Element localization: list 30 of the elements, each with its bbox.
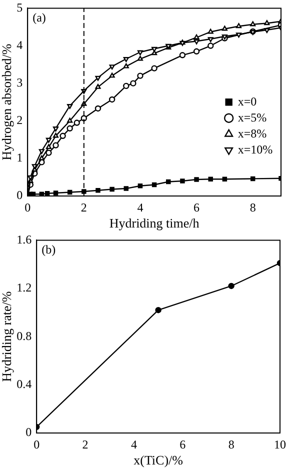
y-tick-label: 0.4 <box>16 376 32 391</box>
y-tick-label: 3 <box>16 75 23 90</box>
x-tick-label: 4 <box>137 200 144 214</box>
x-tick-label: 2 <box>82 437 88 452</box>
y-tick-label: 5 <box>16 0 23 14</box>
x-tick-label: 4 <box>130 437 137 452</box>
x-tick-label: 8 <box>250 200 256 214</box>
y-axis-title: Hydriding rate/% <box>0 291 14 382</box>
y-tick-label: 1 <box>16 150 23 165</box>
legend-label: x=10% <box>238 142 273 156</box>
y-tick-label: 2 <box>16 113 23 128</box>
x-tick-label: 6 <box>180 437 186 452</box>
legend-label: x=8% <box>238 126 267 140</box>
y-tick-label: 1.2 <box>16 280 32 295</box>
x-tick-label: 10 <box>274 437 286 452</box>
legend-label: x=0 <box>238 94 257 108</box>
annotation: (a) <box>32 10 46 24</box>
y-tick-label: 4 <box>16 38 23 52</box>
y-tick-label: 1.6 <box>16 232 32 246</box>
y-axis-title: Hydrogen absorbed/% <box>0 44 14 160</box>
x-axis-title: x(TiC)/% <box>134 452 184 468</box>
x-tick-label: 8 <box>228 437 234 452</box>
x-tick-label: 6 <box>194 200 200 214</box>
annotation: (b) <box>42 242 56 256</box>
y-tick-label: 0.8 <box>16 328 32 343</box>
legend-label: x=5% <box>238 110 267 124</box>
x-axis-title: Hydriding time/h <box>109 216 200 231</box>
x-tick-label: 2 <box>80 200 87 214</box>
y-tick-label: 0 <box>16 188 23 202</box>
y-tick-label: 0 <box>26 425 32 440</box>
